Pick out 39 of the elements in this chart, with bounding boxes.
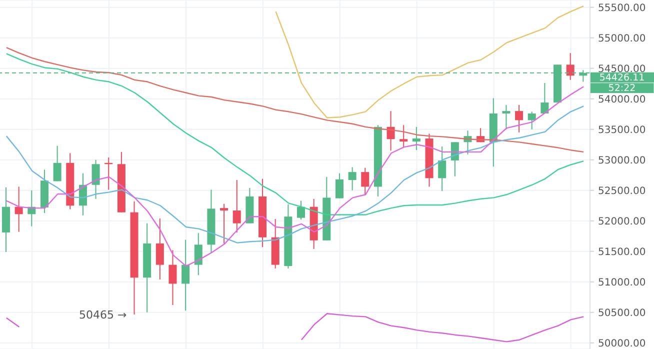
candlestick xyxy=(348,166,356,191)
candlestick xyxy=(566,52,574,80)
candlestick xyxy=(297,200,305,220)
candlestick xyxy=(53,145,62,182)
candlestick xyxy=(502,104,510,130)
candlestick xyxy=(168,250,177,306)
candlestick xyxy=(361,167,370,196)
line-series xyxy=(275,6,584,118)
annotation: 50465 → xyxy=(78,308,127,322)
y-tick-label: 55500.00 xyxy=(598,2,646,14)
candlestick xyxy=(515,104,524,133)
candlestick xyxy=(540,82,549,114)
candlestick xyxy=(232,179,241,233)
text: 52:22 xyxy=(608,83,636,94)
line-series xyxy=(6,106,584,244)
y-tick-label: 51000.00 xyxy=(598,277,646,288)
candlestick xyxy=(14,186,23,232)
y-tick-label: 50000.00 xyxy=(598,338,646,349)
candlestick xyxy=(194,232,202,276)
candlestick xyxy=(220,203,228,244)
candlestick xyxy=(412,126,420,151)
candlestick xyxy=(438,146,446,192)
y-tick-label: 52500.00 xyxy=(598,186,646,197)
candlestick xyxy=(182,239,190,312)
y-tick-label: 55000.00 xyxy=(598,33,646,44)
candlestick xyxy=(92,159,100,200)
candlestick xyxy=(528,111,536,130)
y-tick-label: 53000.00 xyxy=(598,155,646,166)
y-tick-label: 53500.00 xyxy=(598,124,646,136)
candlestick xyxy=(335,172,344,199)
candlestick xyxy=(400,124,408,148)
y-tick-label: 54500.00 xyxy=(598,64,646,75)
y-tick-label: 50500.00 xyxy=(598,308,646,319)
candlestick xyxy=(156,218,164,280)
y-tick-label: 51500.00 xyxy=(598,246,646,258)
y-tick-label: 52000.00 xyxy=(598,216,646,228)
y-tick-label: 54000.00 xyxy=(598,94,646,106)
ref-line-label: 54426.11 xyxy=(599,72,645,84)
line-series xyxy=(6,46,584,153)
